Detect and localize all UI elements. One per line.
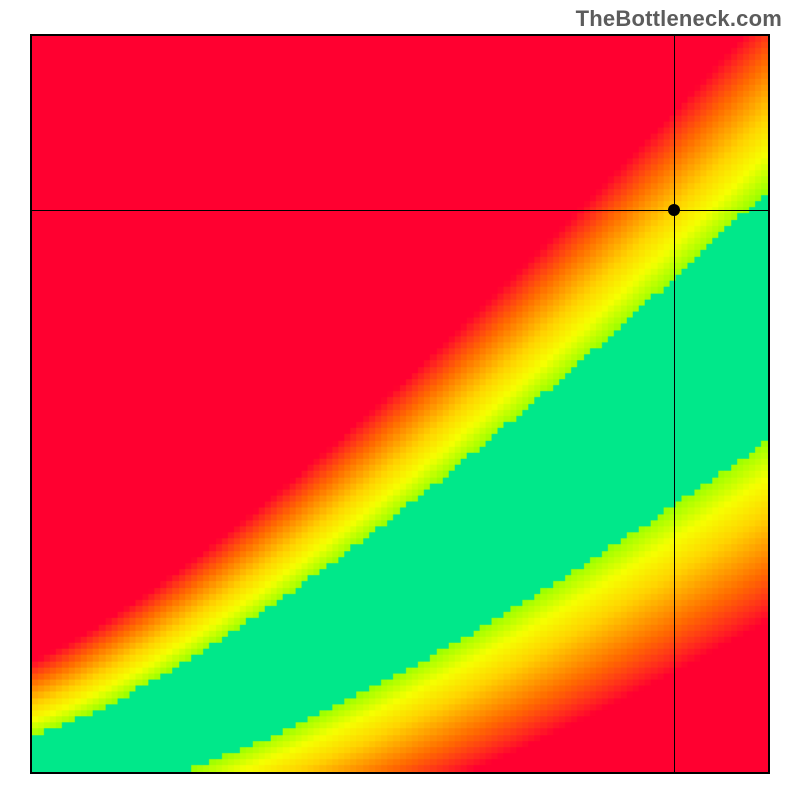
crosshair-marker	[668, 204, 680, 216]
heatmap-canvas	[32, 36, 768, 772]
watermark-text: TheBottleneck.com	[576, 6, 782, 32]
heatmap-plot	[30, 34, 770, 774]
page-root: { "watermark": { "text": "TheBottleneck.…	[0, 0, 800, 800]
crosshair-horizontal	[32, 210, 768, 211]
crosshair-vertical	[674, 36, 675, 772]
